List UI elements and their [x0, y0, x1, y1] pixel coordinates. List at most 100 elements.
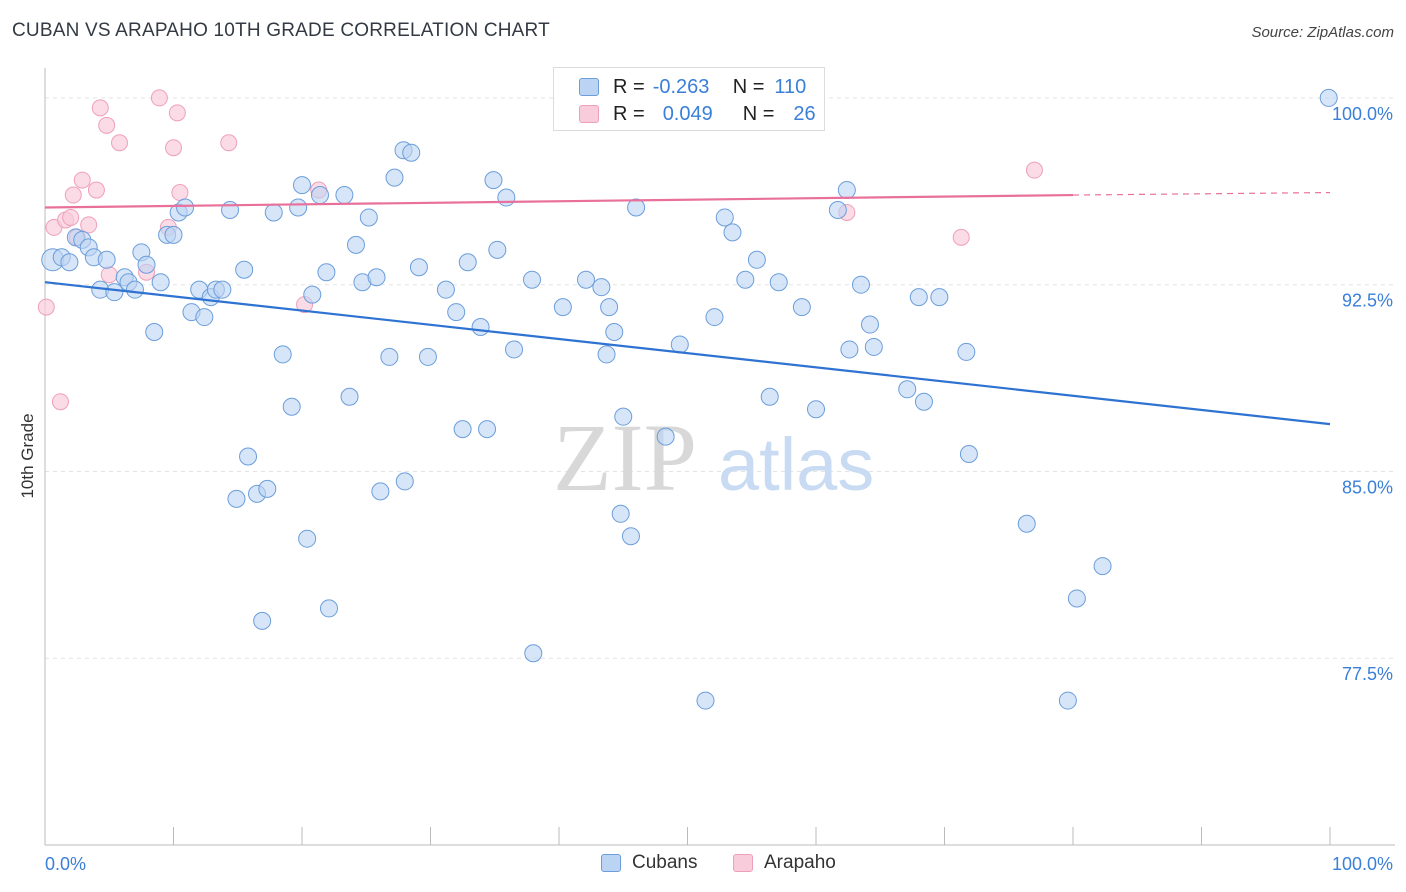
cuban-point — [447, 303, 466, 322]
legend-label-arapaho: Arapaho — [764, 852, 836, 873]
cuban-point — [303, 285, 322, 304]
cuban-point — [340, 387, 359, 406]
cuban-point — [253, 611, 272, 630]
arapaho-point — [171, 184, 189, 202]
cuban-point — [310, 186, 329, 205]
cuban-point — [478, 420, 497, 439]
cuban-point — [145, 323, 164, 342]
cuban-point — [235, 260, 254, 279]
cuban-point — [264, 203, 283, 222]
n-value: 110 — [774, 75, 807, 98]
arapaho-points — [37, 89, 1043, 411]
cuban-point — [696, 691, 715, 710]
arapaho-point — [51, 393, 69, 411]
legend-label-cubans: Cubans — [632, 852, 698, 873]
cuban-point — [524, 644, 543, 663]
cuban-point — [760, 387, 779, 406]
legend-item-arapaho: Arapaho — [733, 852, 836, 874]
cuban-point — [436, 280, 455, 299]
arapaho-point — [952, 228, 970, 246]
cuban-point — [914, 392, 933, 411]
cuban-point — [1067, 589, 1086, 608]
cuban-point — [227, 489, 246, 508]
cuban-point — [385, 168, 404, 187]
cuban-point — [125, 280, 144, 299]
cuban-point — [346, 235, 365, 254]
x-tick-label: 100.0% — [1332, 854, 1393, 874]
cuban-point — [747, 250, 766, 269]
y-axis-label: 10th Grade — [18, 413, 37, 498]
cuban-point — [736, 270, 755, 289]
arapaho-point — [64, 186, 82, 204]
arapaho-point — [100, 266, 118, 284]
cuban-point — [409, 258, 428, 277]
cuban-point — [957, 342, 976, 361]
cuban-point — [359, 208, 378, 227]
cuban-point — [298, 529, 317, 548]
cuban-point — [488, 240, 507, 259]
cuban-point — [840, 340, 859, 359]
cuban-point — [851, 275, 870, 294]
y-tick-label: 92.5% — [1342, 291, 1393, 311]
cuban-point — [705, 308, 724, 327]
arapaho-point — [62, 208, 80, 226]
n-label: N = — [732, 75, 765, 98]
cuban-point — [1017, 514, 1036, 533]
cuban-point — [1093, 557, 1112, 576]
cuban-point — [553, 298, 572, 317]
cuban-point — [656, 427, 675, 446]
cuban-point — [458, 253, 477, 272]
cuban-point — [293, 176, 311, 195]
legend-item-cubans: Cubans — [601, 852, 698, 874]
grid-lines — [45, 97, 1395, 659]
source-label: Source: ZipAtlas.com — [1251, 24, 1394, 41]
cuban-point — [319, 599, 338, 618]
arapaho-point — [1025, 161, 1043, 179]
arapaho-point — [98, 116, 116, 134]
cuban-point — [576, 270, 595, 289]
cuban-point — [105, 283, 124, 302]
cuban-point — [273, 345, 292, 364]
y-tick-label: 85.0% — [1342, 477, 1393, 497]
cuban-point — [600, 298, 619, 317]
watermark-atlas: atlas — [718, 423, 874, 506]
cuban-point — [898, 380, 917, 399]
cuban-point — [151, 273, 170, 292]
arapaho-trend-extension — [1072, 191, 1331, 196]
cuban-point — [282, 397, 301, 416]
cuban-point — [453, 420, 472, 439]
cuban-point — [367, 268, 386, 287]
cuban-point — [258, 479, 277, 498]
cuban-point — [418, 347, 437, 366]
cuban-point — [317, 263, 336, 282]
n-value: 26 — [793, 102, 816, 125]
cuban-point — [60, 253, 79, 272]
cuban-point — [909, 288, 928, 307]
cuban-point — [380, 347, 399, 366]
cuban-point — [723, 223, 742, 242]
cuban-point — [597, 345, 616, 364]
legend-row-cubans: R = -0.263 N = 110 — [554, 72, 806, 102]
arapaho-point — [220, 134, 238, 152]
cuban-point — [164, 225, 183, 244]
n-label: N = — [742, 102, 775, 125]
arapaho-point — [73, 171, 91, 189]
arapaho-swatch — [579, 105, 599, 123]
cuban-point — [97, 250, 116, 269]
cuban-point — [371, 482, 390, 501]
cubans-trend-line — [44, 281, 1331, 426]
cuban-point — [289, 198, 308, 217]
cuban-point — [864, 337, 883, 356]
arapaho-swatch — [733, 854, 753, 872]
r-value: -0.263 — [652, 75, 710, 98]
arapaho-point — [91, 99, 109, 117]
axes — [44, 68, 1395, 846]
cuban-point — [395, 472, 414, 491]
legend-row-arapaho: R = 0.049 N = 26 — [554, 99, 816, 129]
cuban-point — [828, 200, 847, 219]
chart-title: CUBAN VS ARAPAHO 10TH GRADE CORRELATION … — [12, 20, 550, 41]
cuban-point — [213, 280, 232, 299]
arapaho-point — [168, 104, 186, 122]
cuban-point — [239, 447, 258, 466]
